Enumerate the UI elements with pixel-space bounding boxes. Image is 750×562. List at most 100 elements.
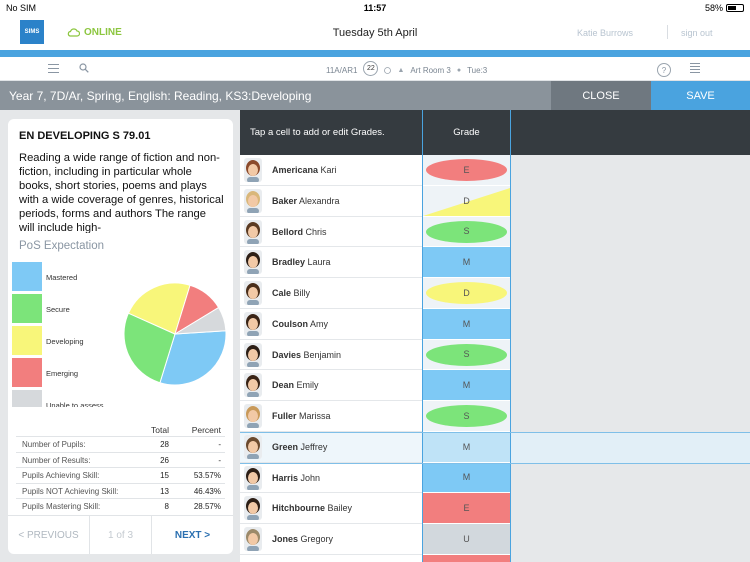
selected-row-border [240,462,750,464]
legend-label: Mastered [46,273,78,282]
pupil-avatar [244,373,262,398]
legend-swatch [12,390,42,407]
pupil-row[interactable]: Hitchbourne Bailey [240,493,422,524]
grade-label: M [462,380,471,391]
grade-cell[interactable]: E [423,155,510,186]
previous-button[interactable]: < PREVIOUS [8,516,90,554]
pupil-surname: Bellord [272,226,304,237]
pupil-avatar [244,496,262,521]
legend-swatch [12,358,42,387]
connection-status: ONLINE [67,27,122,38]
grade-label: E [463,503,470,514]
pupil-avatar [244,219,262,244]
pupil-row[interactable]: Baker Alexandra [240,186,422,217]
pupil-row[interactable]: Bradley Laura [240,247,422,278]
grade-label: M [462,318,471,329]
pupil-surname: Fuller [272,411,297,421]
stats-total: 8 [164,502,169,511]
grade-cell[interactable]: M [423,431,510,463]
stats-table: Total Percent Number of Pupils: 28- Number… [16,422,225,514]
pupil-row[interactable] [240,555,422,562]
list-icon[interactable] [48,64,59,73]
battery-indicator: 58% [705,3,744,13]
skill-description[interactable]: Reading a wide range of fiction and non-… [19,152,224,233]
stats-label: Pupils Mastering Skill: [22,502,101,511]
grade-label: D [463,195,470,206]
pupil-row[interactable]: Dean Emily [240,370,422,401]
stats-col-percent: Percent [191,425,221,435]
pupil-surname: Green [272,441,299,452]
next-button[interactable]: NEXT > [174,529,211,541]
pupil-row[interactable]: Harris John [240,463,422,494]
pupil-name: Davies Benjamin [272,350,341,360]
chart-legend: Mastered Secure Developing Emerging Unable t… [12,262,122,407]
stats-percent: - [218,455,221,465]
notes-icon[interactable] [690,63,700,75]
search-icon[interactable] [79,63,89,73]
stats-row: Pupils Mastering Skill: 8 28.57% [16,498,225,514]
grade-marker [426,159,507,181]
pupil-row[interactable]: Bellord Chris [240,217,422,248]
grade-cell[interactable]: D [423,278,510,309]
legend-label: Unable to assess [46,401,104,407]
legend-item: Secure [12,294,122,326]
grade-cell[interactable]: S [423,216,510,248]
close-button[interactable]: CLOSE [551,81,651,110]
pupil-row[interactable]: Davies Benjamin [240,340,422,371]
clock-icon [384,66,392,74]
grade-cell[interactable]: M [423,247,510,278]
pupil-name: Baker Alexandra [272,196,340,206]
sign-out-link[interactable]: sign out [681,28,713,38]
pupil-name-column: Americana Kari Baker Alexandra Bellord Chr… [240,155,422,562]
pupil-name: Americana Kari [272,165,337,175]
pupil-row[interactable]: Jones Gregory [240,524,422,555]
stats-percent: 28.57% [193,502,221,511]
pupil-forename: Bailey [325,503,353,514]
lesson-info: 11A/AR1 22 ▲ Art Room 3 ● Tue:3 [326,61,487,76]
header-date: Tuesday 5th April [332,27,418,39]
legend-swatch [12,262,42,291]
sims-logo[interactable]: SIMS [20,20,44,44]
pupil-surname: Bradley [272,257,306,268]
pupil-forename: Benjamin [301,349,342,360]
stats-row: Number of Results: 26 - [16,451,225,468]
stats-row: Number of Pupils: 28 - [16,436,225,452]
grade-cell[interactable]: S [423,401,510,432]
grade-cell[interactable]: M [423,308,510,340]
grade-cell[interactable]: E [423,493,510,524]
pupil-row[interactable]: Americana Kari [240,155,422,186]
toolbar: 11A/AR1 22 ▲ Art Room 3 ● Tue:3 ? [0,57,750,81]
pupil-avatar [244,404,262,428]
grid-empty-area [511,155,750,562]
grade-label: M [462,441,471,452]
stats-col-total: Total [151,425,169,435]
grade-cell[interactable]: D [423,185,510,217]
grade-cell[interactable]: S [423,339,510,371]
pupil-row[interactable]: Cale Billy [240,278,422,309]
pupil-row[interactable]: Coulson Amy [240,309,422,340]
pupil-forename: Laura [305,257,331,268]
pupil-surname: Hitchbourne [272,503,325,514]
class-code: 11A/AR1 [326,65,358,75]
grade-label: S [463,226,470,237]
status-bar: No SIM 11:57 58% [0,0,750,16]
grade-cell[interactable] [423,554,510,562]
pupil-name: Green Jeffrey [272,442,327,452]
cloud-icon [67,28,80,37]
legend-item: Mastered [12,262,122,294]
lesson-number-badge[interactable]: 22 [363,61,379,76]
pupil-forename: John [298,472,321,483]
pupil-avatar [244,434,262,459]
stats-header: Total Percent [16,422,225,436]
grade-cell[interactable]: M [423,370,510,401]
connection-status-label: ONLINE [84,27,122,38]
grade-cell[interactable]: M [423,462,510,494]
grade-cell[interactable]: U [423,524,510,555]
pie-slice-developing [127,282,191,335]
pupil-row[interactable]: Green Jeffrey [240,431,422,463]
help-icon[interactable]: ? [657,63,671,77]
save-button[interactable]: SAVE [651,81,750,110]
pupil-row[interactable]: Fuller Marissa [240,401,422,432]
pupil-avatar [244,281,262,305]
pie-slice-secure [123,312,176,384]
